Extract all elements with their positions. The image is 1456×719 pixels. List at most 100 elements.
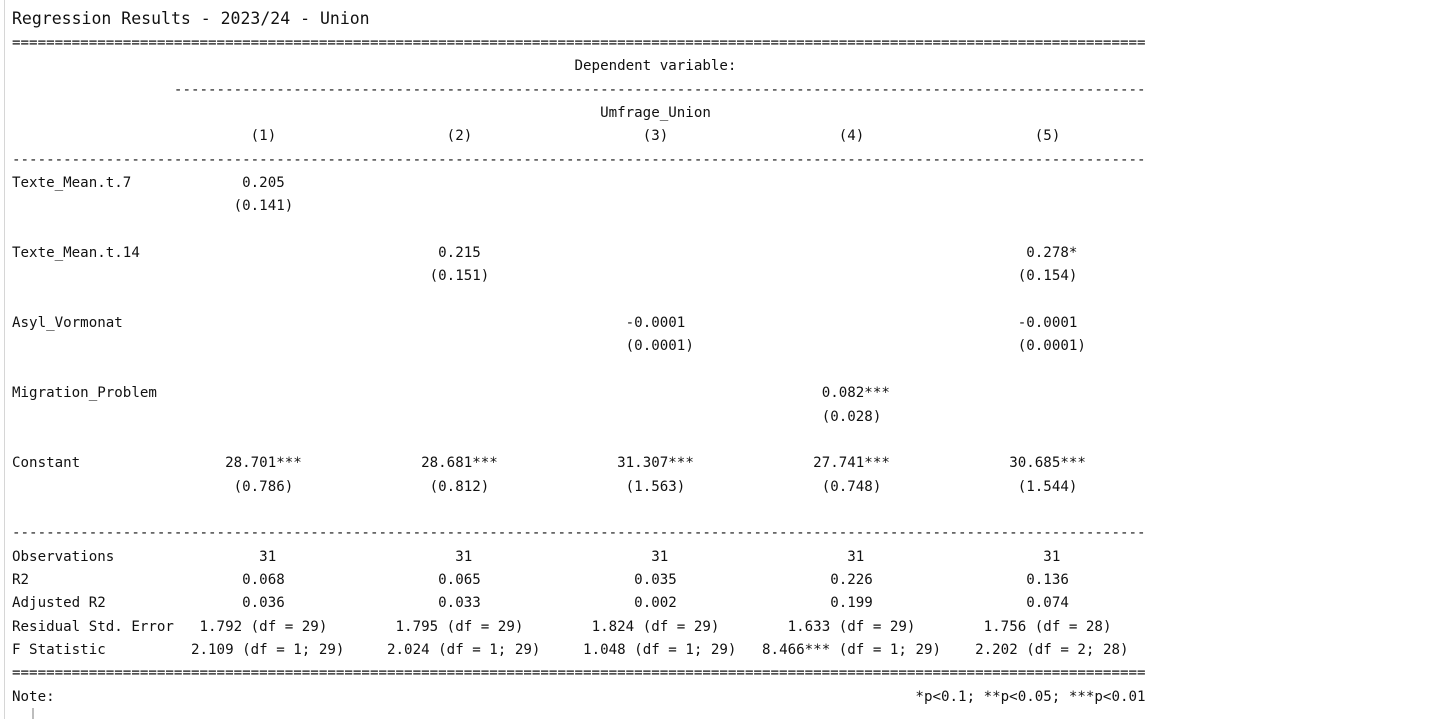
table-cell: [566, 175, 762, 191]
table-cell: [566, 198, 762, 214]
table-cell: 0.074: [958, 595, 1146, 612]
table-cell: 0.082***: [762, 385, 959, 402]
row-label: Texte_Mean.t.14: [12, 245, 174, 262]
dependent-variable-name: Umfrage_Union: [12, 105, 1146, 122]
coefficient-row: Constant 28.701*** 28.681*** 31.307*** 2…: [12, 452, 1146, 475]
table-cell: [174, 315, 370, 331]
table-cell: [370, 175, 566, 191]
column-numbers-row: (1) (2) (3) (4) (5): [12, 125, 1146, 148]
table-cell: [174, 268, 370, 284]
table-cell: 31: [762, 548, 959, 565]
single-rule: ----------------------------------------…: [12, 151, 1146, 168]
table-cell: 0.065: [369, 571, 566, 588]
row-label: Texte_Mean.t.7: [12, 175, 174, 192]
table-cell: [174, 385, 370, 401]
statistic-row: Observations 31 31 31 31 31: [12, 546, 1146, 569]
table-cell: 1.795 (df = 29): [369, 618, 566, 635]
table-cell: [762, 175, 958, 191]
table-cell: [370, 409, 566, 425]
table-cell: (1.544): [958, 478, 1146, 495]
table-cell: (2): [369, 128, 566, 145]
table-cell: [762, 338, 958, 354]
row-label: Residual Std. Error: [12, 618, 174, 635]
row-label: [12, 409, 174, 425]
table-cell: (0.786): [173, 478, 370, 495]
table-cell: 0.199: [762, 595, 959, 612]
table-cell: 1.792 (df = 29): [173, 618, 370, 635]
table-cell: (5): [958, 128, 1146, 145]
coefficient-row: Texte_Mean.t.14 0.215 0.278*: [12, 242, 1146, 265]
table-cell: 0.278*: [958, 245, 1146, 262]
table-cell: 0.035: [566, 571, 763, 588]
table-cell: (0.0001): [958, 338, 1146, 355]
double-rule: ========================================…: [12, 665, 1146, 682]
row-label: [12, 479, 174, 495]
regression-table: ========================================…: [12, 32, 1146, 709]
table-cell: 31: [173, 548, 370, 565]
std-error-row: (0.141): [12, 195, 1146, 218]
table-cell: (3): [566, 128, 763, 145]
coefficient-row: Migration_Problem 0.082***: [12, 382, 1146, 405]
table-cell: [566, 385, 762, 401]
blank-row: [12, 499, 1146, 522]
blank-row: [12, 289, 1146, 312]
std-error-row: (0.0001) (0.0001): [12, 335, 1146, 358]
table-cell: 0.205: [173, 175, 370, 192]
row-label: [12, 338, 174, 354]
row-label: Asyl_Vormonat: [12, 315, 174, 332]
note-row: Note: *p<0.1; **p<0.05; ***p<0.01: [12, 686, 1146, 709]
table-cell: (0.141): [173, 198, 370, 215]
table-cell: 31: [369, 548, 566, 565]
table-cell: [958, 409, 1146, 425]
table-cell: 2.109 (df = 1; 29): [173, 641, 370, 658]
row-label: [12, 268, 174, 284]
table-cell: [370, 338, 566, 354]
table-cell: [370, 198, 566, 214]
row-label: Adjusted R2: [12, 595, 174, 612]
table-cell: 0.226: [762, 571, 959, 588]
table-cell: 31: [566, 548, 763, 565]
single-rule: ----------------------------------------…: [12, 525, 1146, 542]
blank-row: [12, 359, 1146, 382]
table-cell: (1.563): [566, 478, 763, 495]
table-cell: 0.215: [369, 245, 566, 262]
table-cell: 30.685***: [958, 455, 1146, 472]
note-text: *p<0.1; **p<0.05; ***p<0.01: [54, 688, 1146, 705]
table-cell: [370, 385, 566, 401]
table-cell: 8.466*** (df = 1; 29): [762, 641, 959, 658]
table-cell: [566, 409, 762, 425]
table-cell: [370, 315, 566, 331]
table-cell: [958, 198, 1146, 214]
document-title: Regression Results - 2023/24 - Union: [12, 9, 370, 28]
table-cell: 1.048 (df = 1; 29): [566, 641, 763, 658]
table-cell: [762, 198, 958, 214]
coefficient-row: Texte_Mean.t.7 0.205: [12, 172, 1146, 195]
table-cell: [174, 409, 370, 425]
table-cell: 28.701***: [173, 455, 370, 472]
statistic-row: R2 0.068 0.065 0.035 0.226 0.136: [12, 569, 1146, 592]
left-border: [4, 0, 5, 719]
std-error-row: (0.028): [12, 406, 1146, 429]
table-cell: (0.812): [369, 478, 566, 495]
table-cell: (0.154): [958, 268, 1146, 285]
table-cell: 0.002: [566, 595, 763, 612]
table-cell: 0.036: [173, 595, 370, 612]
table-cell: [762, 315, 958, 331]
table-cell: 0.068: [173, 571, 370, 588]
table-cell: 0.136: [958, 571, 1146, 588]
row-label: [12, 128, 174, 144]
table-cell: (4): [762, 128, 959, 145]
table-cell: [566, 245, 762, 261]
table-cell: 1.633 (df = 29): [762, 618, 959, 635]
row-label: F Statistic: [12, 641, 174, 658]
row-label: Migration_Problem: [12, 385, 174, 402]
table-cell: 2.202 (df = 2; 28): [958, 641, 1146, 658]
table-cell: 27.741***: [762, 455, 959, 472]
statistic-row: F Statistic 2.109 (df = 1; 29) 2.024 (df…: [12, 639, 1146, 662]
std-error-row: (0.151) (0.154): [12, 265, 1146, 288]
table-cell: [566, 268, 762, 284]
row-label: Observations: [12, 548, 174, 565]
table-cell: 1.756 (df = 28): [958, 618, 1146, 635]
row-label: [12, 198, 174, 214]
